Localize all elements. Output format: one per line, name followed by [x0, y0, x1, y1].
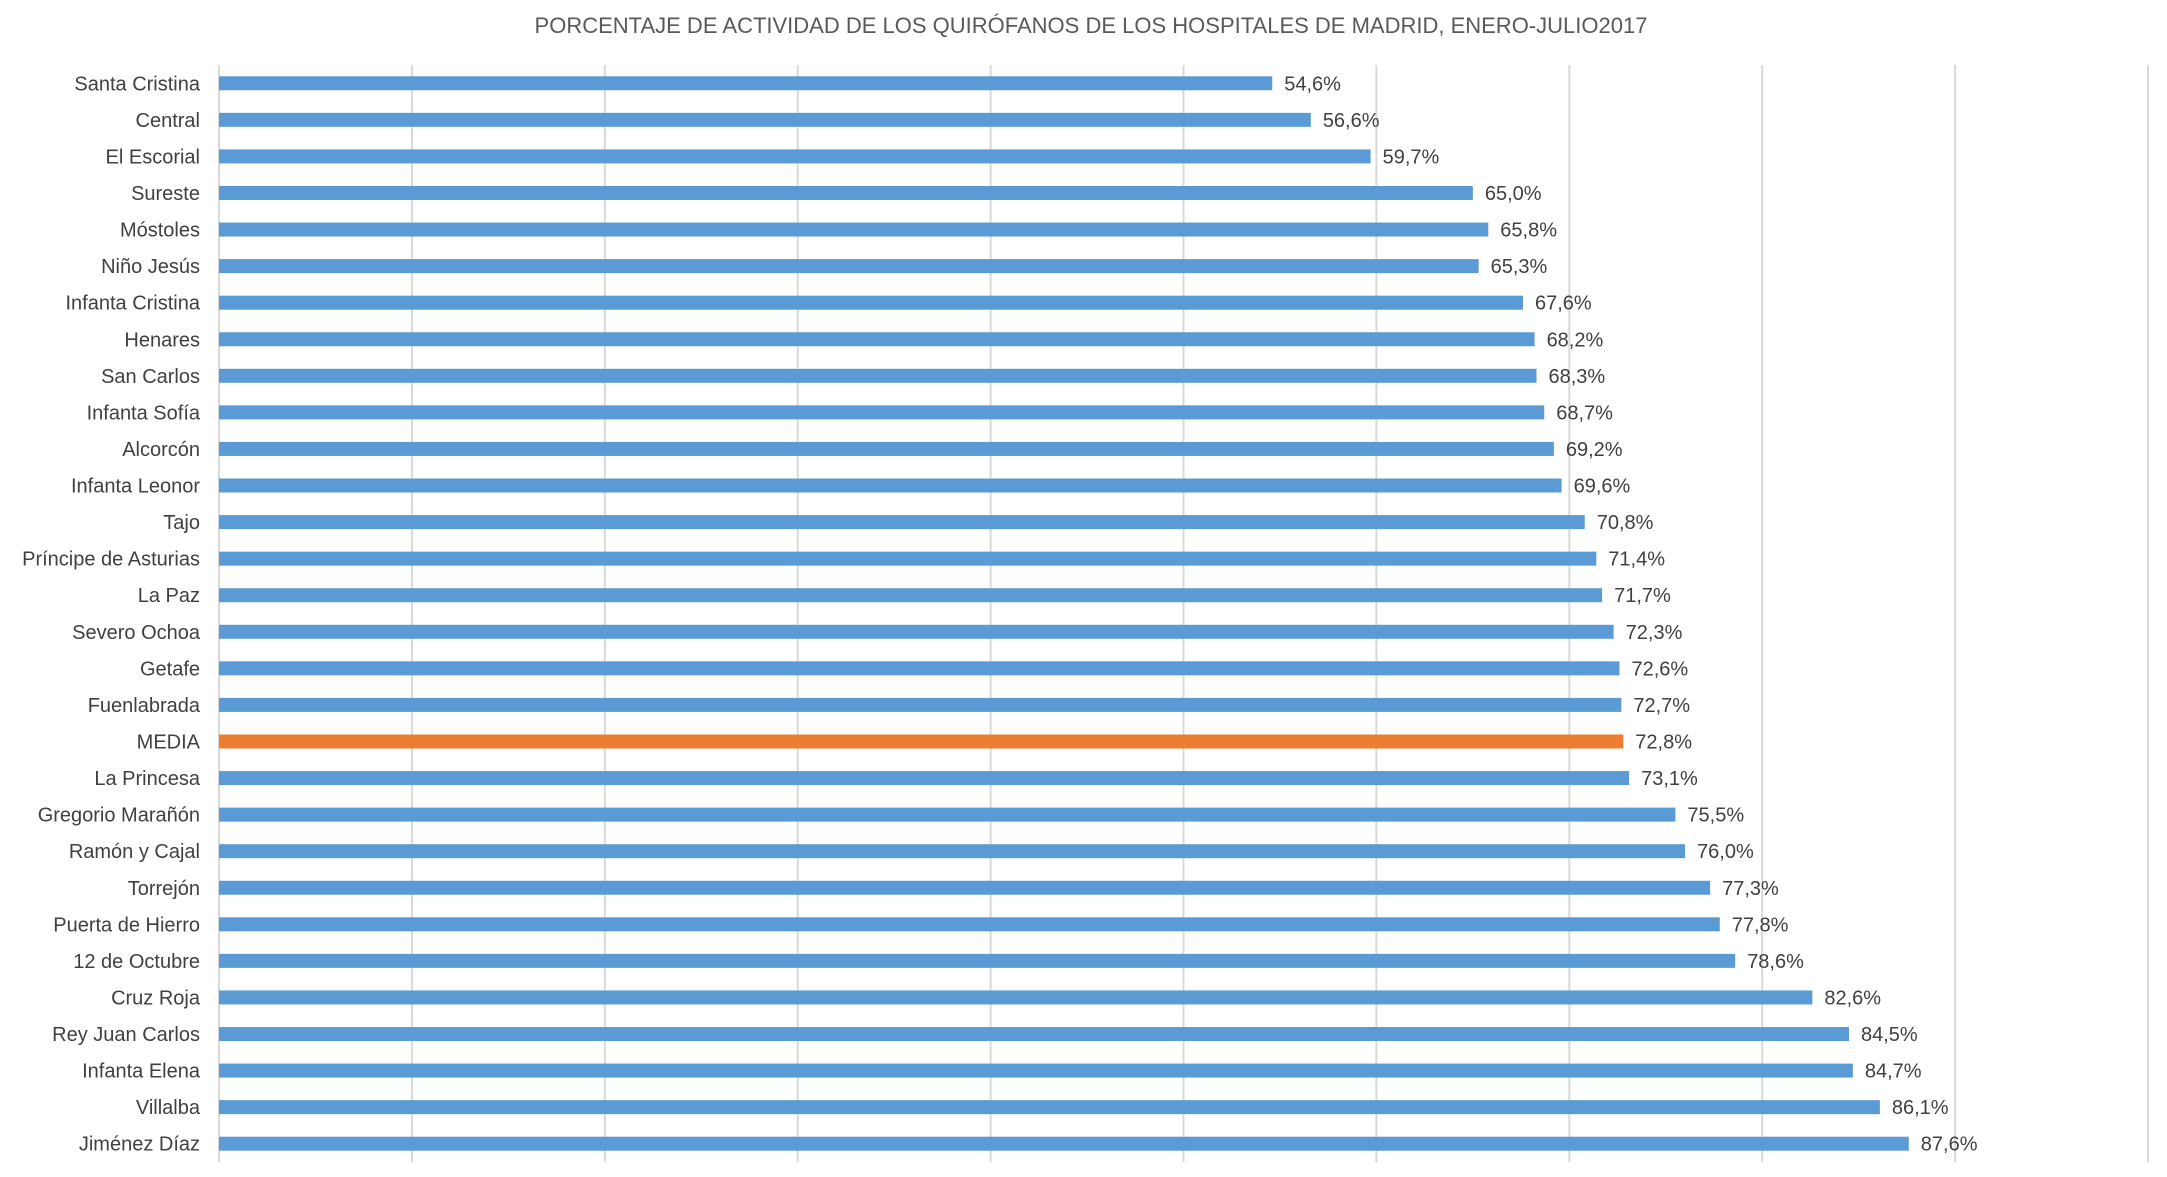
category-label: Rey Juan Carlos: [52, 1024, 200, 1046]
data-label: 67,6%: [1535, 293, 1592, 315]
bar-villalba: [219, 1100, 1880, 1115]
data-label: 87,6%: [1921, 1134, 1978, 1156]
data-label: 54,6%: [1284, 73, 1341, 95]
data-label: 78,6%: [1747, 951, 1804, 973]
data-label: 70,8%: [1597, 512, 1654, 534]
bars: [219, 76, 1909, 1151]
category-label: Central: [136, 110, 200, 132]
category-label: Sureste: [131, 183, 200, 205]
category-label: Fuenlabrada: [88, 695, 201, 717]
data-label: 68,3%: [1549, 366, 1606, 388]
bar-torrejón: [219, 880, 1711, 895]
bar-severo-ochoa: [219, 624, 1614, 639]
data-labels: 54,6% 56,6%59,7% 65,0% 65,8% 65,3% 67,6% 68,2%…: [1284, 73, 1977, 1155]
bar-san-carlos: [219, 368, 1537, 383]
bar-gregorio-marañón: [219, 807, 1676, 822]
category-label: La Princesa: [94, 768, 200, 790]
category-label: Santa Cristina: [74, 73, 200, 95]
bar-alcorcón: [219, 441, 1554, 456]
category-label: Infanta Cristina: [65, 293, 200, 315]
category-label: 12 de Octubre: [73, 951, 200, 973]
category-label: El Escorial: [106, 146, 200, 168]
data-label: 76,0%: [1697, 841, 1754, 863]
bar-tajo: [219, 515, 1585, 530]
category-label: MEDIA: [137, 731, 201, 753]
category-labels: Santa Cristina Central El Escorial Sureste M…: [22, 73, 201, 1155]
data-label: 72,7%: [1633, 695, 1690, 717]
bar-cruz-roja: [219, 990, 1813, 1005]
bar-infanta-cristina: [219, 295, 1524, 310]
bar-infanta-sofía: [219, 405, 1545, 420]
chart-title: PORCENTAJE DE ACTIVIDAD DE LOS QUIRÓFANO…: [535, 13, 1648, 38]
category-label: Móstoles: [120, 220, 200, 242]
category-label: Puerta de Hierro: [53, 914, 200, 936]
gridlines: [218, 65, 2149, 1162]
data-label: 56,6%: [1323, 110, 1380, 132]
category-label: Getafe: [140, 658, 200, 680]
data-label: 68,7%: [1556, 402, 1613, 424]
data-label: 84,5%: [1861, 1024, 1918, 1046]
category-label: Cruz Roja: [111, 987, 201, 1009]
bar-infanta-elena: [219, 1063, 1853, 1078]
bar-niño-jesús: [219, 259, 1479, 274]
bar-el-escorial: [219, 149, 1371, 164]
bar-santa-cristina: [219, 76, 1273, 91]
data-label: 69,2%: [1566, 439, 1623, 461]
category-label: Gregorio Marañón: [38, 805, 200, 827]
bar-getafe: [219, 661, 1620, 676]
bar-sureste: [219, 185, 1473, 200]
category-label: Torrejón: [128, 878, 200, 900]
bar-central: [219, 112, 1311, 127]
category-label: Severo Ochoa: [72, 622, 201, 644]
category-label: Ramón y Cajal: [69, 841, 200, 863]
category-label: San Carlos: [101, 366, 200, 388]
category-label: Infanta Sofía: [87, 402, 201, 424]
data-label: 69,6%: [1574, 476, 1631, 498]
category-label: Jiménez Díaz: [79, 1134, 200, 1156]
data-label: 71,4%: [1608, 549, 1665, 571]
category-label: La Paz: [138, 585, 200, 607]
data-label: 65,0%: [1485, 183, 1542, 205]
bar-la-princesa: [219, 771, 1630, 786]
data-label: 72,6%: [1631, 658, 1688, 680]
bar-jiménez-díaz: [219, 1136, 1909, 1151]
data-label: 65,8%: [1500, 220, 1557, 242]
bar-rey-juan-carlos: [219, 1027, 1850, 1042]
data-label: 71,7%: [1614, 585, 1671, 607]
category-label: Alcorcón: [122, 439, 200, 461]
data-label: 72,3%: [1626, 622, 1683, 644]
data-label: 73,1%: [1641, 768, 1698, 790]
category-label: Niño Jesús: [101, 256, 200, 278]
data-label: 77,3%: [1722, 878, 1779, 900]
data-label: 72,8%: [1635, 731, 1692, 753]
category-label: Henares: [124, 329, 200, 351]
data-label: 86,1%: [1892, 1097, 1949, 1119]
data-label: 84,7%: [1865, 1061, 1922, 1083]
bar-príncipe-de-asturias: [219, 551, 1597, 566]
data-label: 77,8%: [1732, 914, 1789, 936]
bar-ramón-y-cajal: [219, 844, 1686, 859]
category-label: Infanta Elena: [82, 1061, 201, 1083]
bar-media: [219, 734, 1624, 749]
bar-infanta-leonor: [219, 478, 1562, 493]
category-label: Villalba: [136, 1097, 201, 1119]
category-label: Tajo: [163, 512, 200, 534]
bar-fuenlabrada: [219, 697, 1622, 712]
data-label: 65,3%: [1491, 256, 1548, 278]
data-label: 75,5%: [1687, 805, 1744, 827]
category-label: Príncipe de Asturias: [22, 549, 200, 571]
bar-móstoles: [219, 222, 1489, 237]
data-label: 59,7%: [1383, 146, 1440, 168]
bar-henares: [219, 332, 1535, 347]
bar-puerta-de-hierro: [219, 917, 1720, 932]
data-label: 82,6%: [1824, 987, 1881, 1009]
bar-12-de-octubre: [219, 953, 1736, 968]
category-label: Infanta Leonor: [71, 476, 200, 498]
bar-la-paz: [219, 588, 1603, 603]
data-label: 68,2%: [1547, 329, 1604, 351]
